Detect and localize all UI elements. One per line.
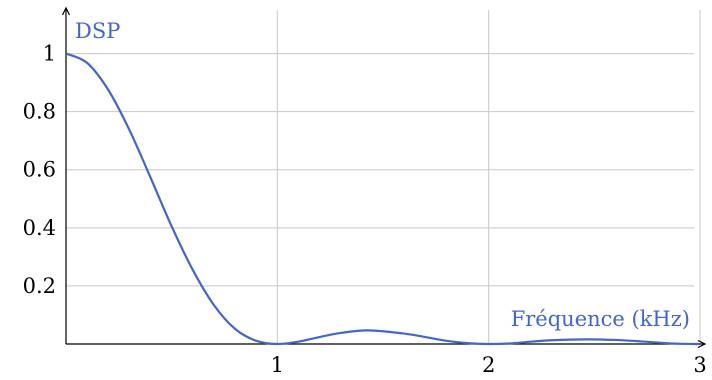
y-tick-label: 0.6: [23, 158, 56, 182]
tick-labels: 1 2 3 0.2 0.4 0.6 0.8 1: [23, 42, 707, 377]
x-tick-label: 1: [271, 353, 284, 377]
axes: [61, 6, 707, 349]
x-tick-label: 2: [482, 353, 495, 377]
y-tick-label: 1: [43, 42, 56, 66]
x-axis-arrow: [697, 339, 707, 349]
y-axis-label: DSP: [75, 19, 120, 43]
y-tick-label: 0.8: [23, 100, 56, 124]
grid: [66, 10, 701, 344]
x-tick-label: 3: [693, 353, 706, 377]
dsp-curve: [65, 52, 701, 346]
y-tick-label: 0.4: [23, 216, 56, 240]
series: [65, 52, 701, 346]
y-tick-label: 0.2: [23, 274, 56, 298]
y-axis-arrow: [61, 6, 71, 16]
x-axis-label: Fréquence (kHz): [511, 307, 690, 331]
